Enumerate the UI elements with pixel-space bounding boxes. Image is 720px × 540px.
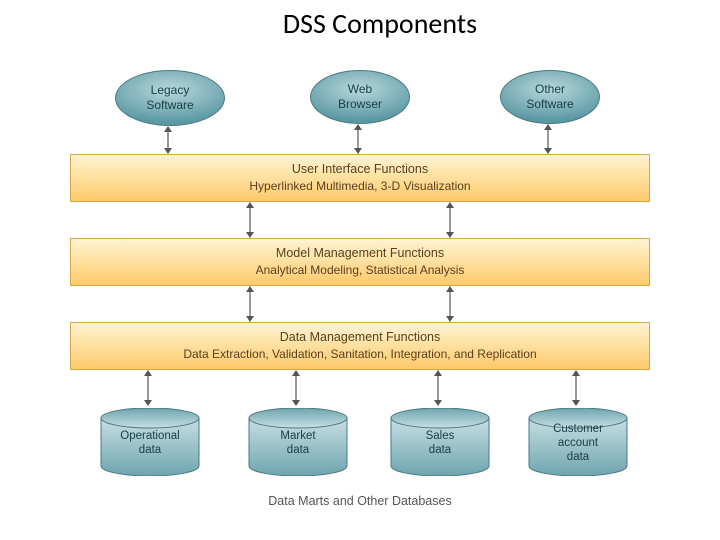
ellipse-legacy-software: Legacy Software [115, 70, 225, 126]
double-arrow-icon [542, 124, 554, 154]
bar-data-mgmt: Data Management FunctionsData Extraction… [70, 322, 650, 370]
cylinder-sales-data: Sales data [390, 408, 490, 476]
double-arrow-icon [162, 126, 174, 154]
double-arrow-icon [244, 202, 256, 238]
double-arrow-icon [432, 370, 444, 406]
bar-subtitle: Hyperlinked Multimedia, 3-D Visualizatio… [249, 178, 470, 194]
cylinder-customer-account-data: Customer account data [528, 408, 628, 476]
ellipse-label: Web Browser [338, 82, 382, 112]
bar-title: User Interface Functions [292, 161, 428, 178]
double-arrow-icon [142, 370, 154, 406]
page-title: DSS Components [0, 0, 720, 41]
bar-subtitle: Analytical Modeling, Statistical Analysi… [256, 262, 465, 278]
double-arrow-icon [444, 286, 456, 322]
bar-title: Data Management Functions [280, 329, 441, 346]
ellipse-label: Legacy Software [146, 83, 193, 113]
double-arrow-icon [570, 370, 582, 406]
cylinder-operational-data: Operational data [100, 408, 200, 476]
ellipse-other-software: Other Software [500, 70, 600, 124]
diagram-canvas: Legacy Software Web Browser Other Software… [70, 62, 650, 532]
bar-ui-functions: User Interface FunctionsHyperlinked Mult… [70, 154, 650, 202]
cylinder-label: Operational data [120, 430, 179, 458]
double-arrow-icon [290, 370, 302, 406]
footer-caption: Data Marts and Other Databases [70, 494, 650, 508]
bar-model-mgmt: Model Management FunctionsAnalytical Mod… [70, 238, 650, 286]
double-arrow-icon [444, 202, 456, 238]
ellipse-label: Other Software [526, 82, 573, 112]
cylinder-label: Market data [280, 430, 315, 458]
cylinder-label: Customer account data [553, 423, 603, 464]
double-arrow-icon [244, 286, 256, 322]
bar-subtitle: Data Extraction, Validation, Sanitation,… [183, 346, 536, 362]
bar-title: Model Management Functions [276, 245, 444, 262]
cylinder-label: Sales data [426, 430, 455, 458]
ellipse-web-browser: Web Browser [310, 70, 410, 124]
double-arrow-icon [352, 124, 364, 154]
cylinder-market-data: Market data [248, 408, 348, 476]
